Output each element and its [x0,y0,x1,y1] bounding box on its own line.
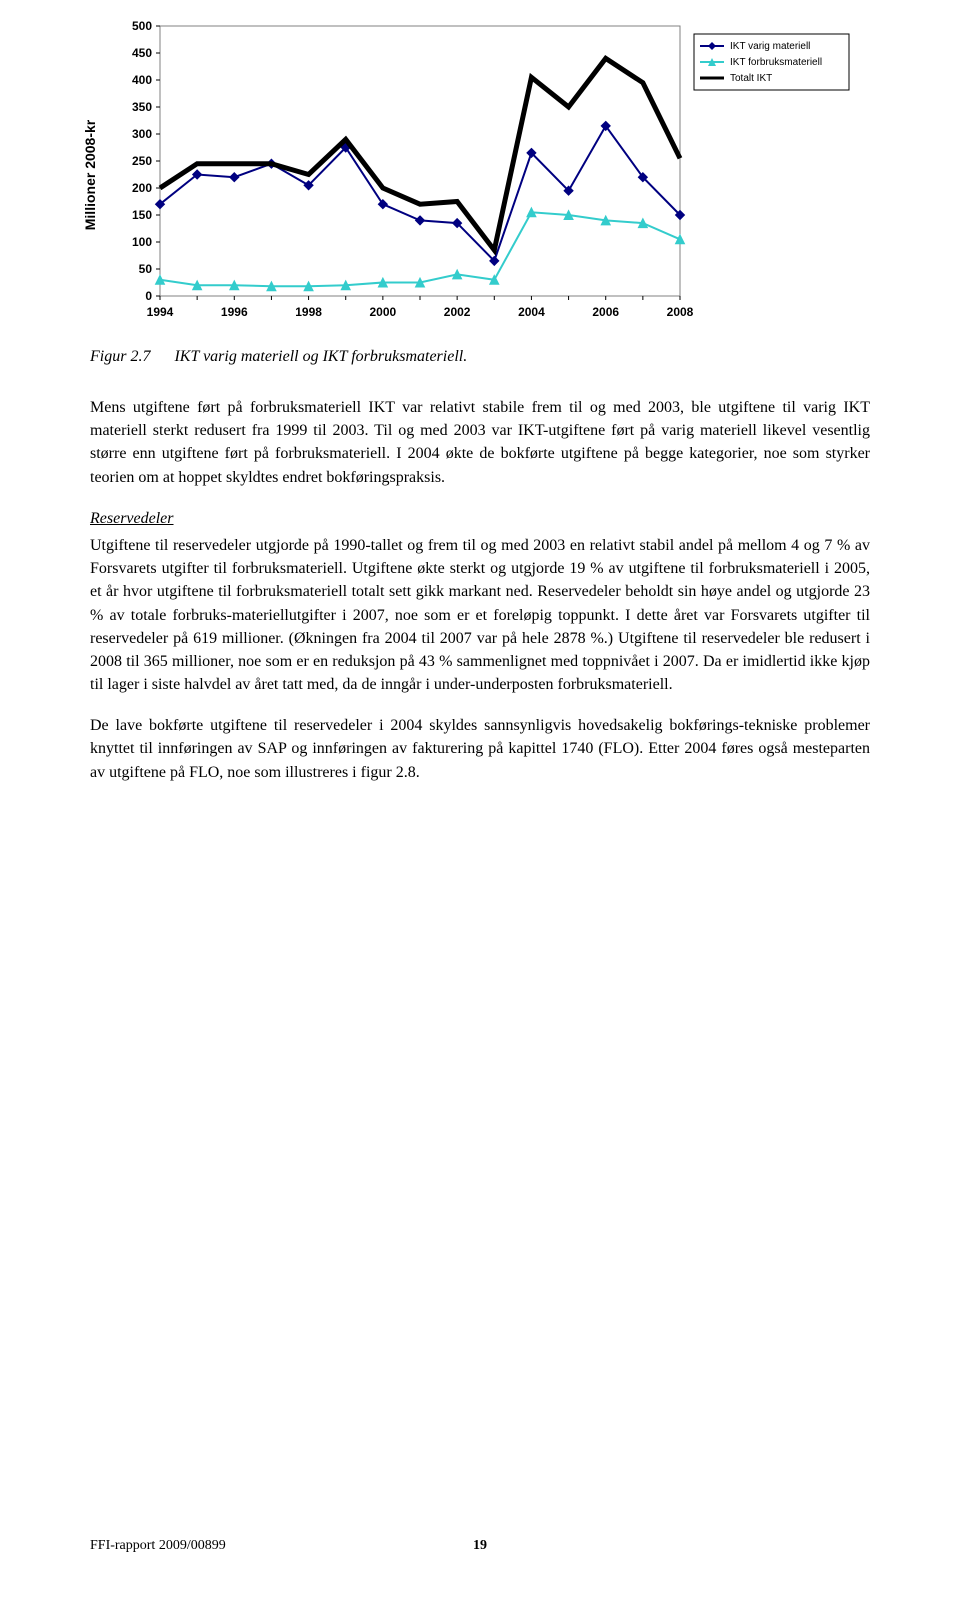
svg-text:100: 100 [132,235,152,249]
paragraph-1: Mens utgiftene ført på forbruksmateriell… [90,396,870,489]
paragraph-2: Reservedeler Utgiftene til reservedeler … [90,507,870,697]
subheading-reservedeler: Reservedeler [90,507,174,530]
footer-page-number: 19 [473,1538,487,1554]
svg-text:300: 300 [132,127,152,141]
chart-container: Millioner 2008-kr 0501001502002503003504… [100,20,860,330]
svg-text:350: 350 [132,100,152,114]
footer-report-id: FFI-rapport 2009/00899 [90,1538,226,1554]
svg-text:150: 150 [132,208,152,222]
figure-caption: Figur 2.7 IKT varig materiell og IKT for… [90,348,870,366]
svg-text:450: 450 [132,46,152,60]
svg-text:400: 400 [132,73,152,87]
svg-text:2002: 2002 [444,305,471,319]
paragraph-2-body: Utgiftene til reservedeler utgjorde på 1… [90,537,870,693]
svg-text:500: 500 [132,20,152,33]
svg-text:1998: 1998 [295,305,322,319]
svg-text:Totalt IKT: Totalt IKT [730,73,772,84]
figure-caption-text: IKT varig materiell og IKT forbruksmater… [174,348,467,366]
svg-text:200: 200 [132,181,152,195]
svg-text:2006: 2006 [592,305,619,319]
svg-text:2000: 2000 [370,305,397,319]
body-text: Mens utgiftene ført på forbruksmateriell… [90,396,870,784]
figure-number: Figur 2.7 [90,348,150,366]
svg-text:250: 250 [132,154,152,168]
chart-ylabel: Millioner 2008-kr [82,120,98,231]
chart-svg: 0 50 100 150 200 250 300 350 400 450 500 1994 1996 19… [100,20,860,330]
svg-text:2008: 2008 [667,305,694,319]
paragraph-3: De lave bokførte utgiftene til reservede… [90,714,870,784]
page: Millioner 2008-kr 0 50 100 150 200 250 300 350 4… [0,0,960,1604]
svg-text:2004: 2004 [518,305,545,319]
svg-text:1996: 1996 [221,305,248,319]
svg-text:0: 0 [145,289,152,303]
svg-text:IKT forbruksmateriell: IKT forbruksmateriell [730,57,822,68]
svg-text:50: 50 [139,262,153,276]
svg-text:1994: 1994 [147,305,174,319]
svg-text:IKT varig materiell: IKT varig materiell [730,41,810,52]
page-footer: FFI-rapport 2009/00899 19 [90,1538,870,1554]
